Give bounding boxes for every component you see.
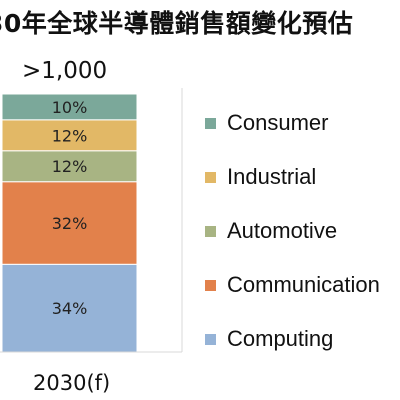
chart-title: 30年全球半導體銷售額變化預估 [0, 9, 354, 38]
data-label-consumer: 10% [52, 98, 88, 117]
legend-label-consumer: Consumer [227, 110, 329, 135]
legend-swatch-industrial [205, 171, 216, 183]
legend-item-communication: Communication [205, 258, 400, 312]
legend-item-computing: Computing [205, 312, 400, 366]
data-label-automotive: 12% [52, 157, 88, 176]
legend-item-consumer: Consumer [205, 96, 400, 150]
legend-swatch-consumer [205, 117, 216, 129]
legend-label-industrial: Industrial [227, 164, 317, 189]
bar-segment-industrial [1, 119, 138, 152]
bar-segment-consumer [1, 93, 138, 121]
total-value-label: >1,000 [22, 58, 108, 84]
bar-segments: 34% 32% 12% 12% 10% [1, 93, 138, 353]
legend-label-communication: Communication [227, 272, 380, 297]
bar-segment-communication [1, 181, 138, 265]
legend-label-computing: Computing [227, 326, 334, 351]
legend-label-automotive: Automotive [227, 218, 338, 243]
legend-item-industrial: Industrial [205, 150, 400, 204]
x-category-label: 2030(f) [33, 371, 111, 395]
legend-item-automotive: Automotive [205, 204, 400, 258]
legend-swatch-communication [205, 279, 216, 291]
legend: Consumer Industrial Automotive Communicatio… [205, 96, 400, 366]
data-label-computing: 34% [52, 299, 88, 318]
legend-swatch-automotive [205, 225, 216, 237]
data-label-industrial: 12% [52, 126, 88, 145]
data-label-communication: 32% [52, 214, 88, 233]
legend-swatch-computing [205, 333, 216, 345]
